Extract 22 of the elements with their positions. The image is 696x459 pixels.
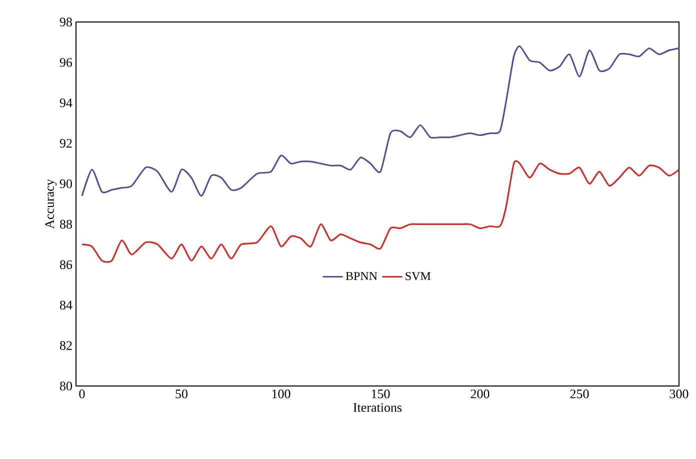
y-tick-label: 84 [60,300,72,310]
x-tick-label: 100 [272,390,290,398]
y-axis-title: Accuracy [45,179,57,229]
y-tick-label: 92 [60,138,72,148]
y-tick-label: 80 [60,382,72,390]
x-axis-title: Iterations [353,403,402,412]
y-tick-label: 94 [60,98,72,108]
x-tick-label: 50 [176,390,188,398]
line-series [81,45,679,197]
x-tick-label: 200 [470,390,490,398]
x-tick-label: 300 [670,390,688,398]
y-tick-label: 82 [60,341,72,350]
x-tick-label: 0 [79,390,85,398]
y-tick-label: 86 [60,260,72,270]
legend-label: SVM [406,272,431,280]
y-tick-label: 98 [60,18,72,26]
legend-label: BPNN [346,272,378,280]
y-tick-label: 88 [60,220,72,229]
y-tick-label: 90 [60,179,72,188]
y-tick-label: 96 [60,58,72,67]
x-tick-label: 250 [570,390,589,398]
x-tick-label: 150 [372,390,390,398]
